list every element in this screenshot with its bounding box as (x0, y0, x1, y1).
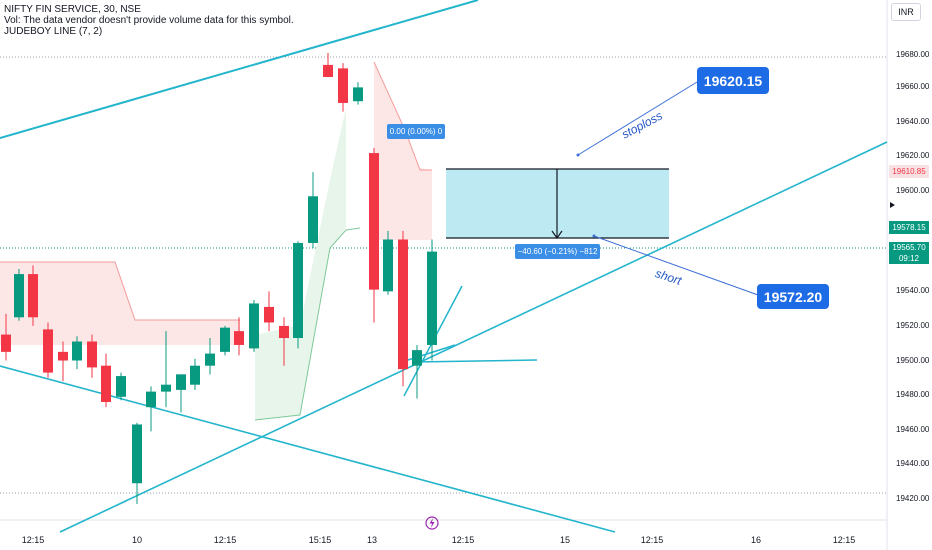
chart-legend: NIFTY FIN SERVICE, 30, NSE Vol: The data… (4, 4, 294, 37)
y-tick: 19600.00 (896, 186, 930, 195)
x-tick: 16 (750, 535, 762, 545)
y-tick: 19460.00 (896, 425, 930, 434)
x-tick: 13 (366, 535, 378, 545)
candle-up[interactable] (146, 391, 156, 408)
measure-top-label: 0.00 (0.00%) 0 (387, 124, 445, 139)
candle-down[interactable] (58, 351, 68, 361)
candle-down[interactable] (398, 239, 408, 370)
y-tick: 19420.00 (896, 494, 930, 503)
candle-down[interactable] (279, 325, 289, 339)
x-tick: 12:15 (213, 535, 237, 545)
candle-down[interactable] (101, 365, 111, 402)
indicator-band-red-1 (0, 262, 240, 345)
short-price-callout[interactable]: 19572.20 (757, 284, 829, 309)
candle-up[interactable] (205, 353, 215, 366)
volume-note: Vol: The data vendor doesn't provide vol… (4, 15, 294, 26)
short-leader-dot (592, 234, 596, 238)
target-price-badge: 19578.15 (889, 221, 929, 234)
bar-countdown: 09:12 (898, 254, 920, 263)
candle-up[interactable] (132, 424, 142, 484)
x-tick: 15:15 (308, 535, 332, 545)
candle-up[interactable] (383, 239, 393, 292)
ascending-trendline[interactable] (59, 141, 888, 533)
indicator-line-red-2 (373, 61, 432, 171)
price-axis-arrow-icon (890, 202, 895, 208)
x-tick: 12:15 (832, 535, 856, 545)
candle-down[interactable] (28, 274, 38, 318)
x-tick: 12:15 (21, 535, 45, 545)
lower-descending-trendline[interactable] (0, 365, 616, 533)
upper-trendline[interactable] (0, 0, 479, 139)
candle-down[interactable] (369, 153, 379, 290)
y-tick: 19440.00 (896, 459, 930, 468)
last-price-badge: 19565.70 09:12 (889, 242, 929, 264)
candle-up[interactable] (161, 384, 171, 392)
candle-up[interactable] (427, 251, 437, 345)
y-tick: 19540.00 (896, 286, 930, 295)
candle-down[interactable] (323, 64, 333, 78)
candle-down[interactable] (234, 331, 244, 345)
candle-down[interactable] (1, 334, 11, 352)
stoploss-price-callout[interactable]: 19620.15 (697, 67, 769, 94)
short-leader-line (593, 235, 759, 296)
y-tick: 19620.00 (896, 151, 930, 160)
stoploss-leader-dot (576, 153, 580, 157)
indicator-name[interactable]: JUDEBOY LINE (7, 2) (4, 26, 103, 37)
candle-up[interactable] (293, 242, 303, 339)
candle-up[interactable] (176, 374, 186, 390)
symbol-title[interactable]: NIFTY FIN SERVICE, 30, NSE (4, 4, 141, 15)
currency-button[interactable]: INR (891, 3, 921, 21)
y-tick: 19680.00 (896, 50, 930, 59)
lightning-glyph (429, 518, 435, 528)
candle-up[interactable] (220, 327, 230, 352)
y-tick: 19500.00 (896, 356, 930, 365)
indicator-line-green (254, 227, 361, 421)
stoploss-price-badge: 19610.85 (889, 165, 929, 178)
y-tick: 19640.00 (896, 117, 930, 126)
candle-up[interactable] (249, 303, 259, 349)
event-lightning-icon[interactable] (425, 516, 439, 530)
y-tick: 19660.00 (896, 82, 930, 91)
candle-down[interactable] (43, 329, 53, 373)
indicator-line-red-1 (0, 261, 240, 321)
x-tick: 12:15 (451, 535, 475, 545)
candle-up[interactable] (72, 341, 82, 361)
candle-up[interactable] (14, 274, 24, 318)
stoploss-leader-line (577, 81, 698, 156)
measure-bottom-label: −40.60 (−0.21%) −812 (515, 244, 600, 259)
x-tick: 10 (131, 535, 143, 545)
y-tick: 19480.00 (896, 390, 930, 399)
x-tick: 15 (559, 535, 571, 545)
y-tick: 19520.00 (896, 321, 930, 330)
candle-up[interactable] (412, 350, 422, 366)
candle-down[interactable] (338, 68, 348, 103)
candlestick-series (1, 52, 437, 504)
fan-line-2[interactable] (414, 359, 538, 363)
candle-down[interactable] (87, 341, 97, 368)
x-tick: 12:15 (640, 535, 664, 545)
last-price-value: 19565.70 (892, 243, 926, 252)
candle-down[interactable] (264, 306, 274, 323)
candle-up[interactable] (353, 87, 363, 102)
candle-up[interactable] (116, 376, 126, 397)
indicator-band-green (255, 108, 346, 420)
candle-up[interactable] (190, 365, 200, 385)
candle-up[interactable] (308, 196, 318, 243)
measure-arrow-head (551, 230, 563, 240)
indicator-band-red-2 (374, 62, 432, 240)
